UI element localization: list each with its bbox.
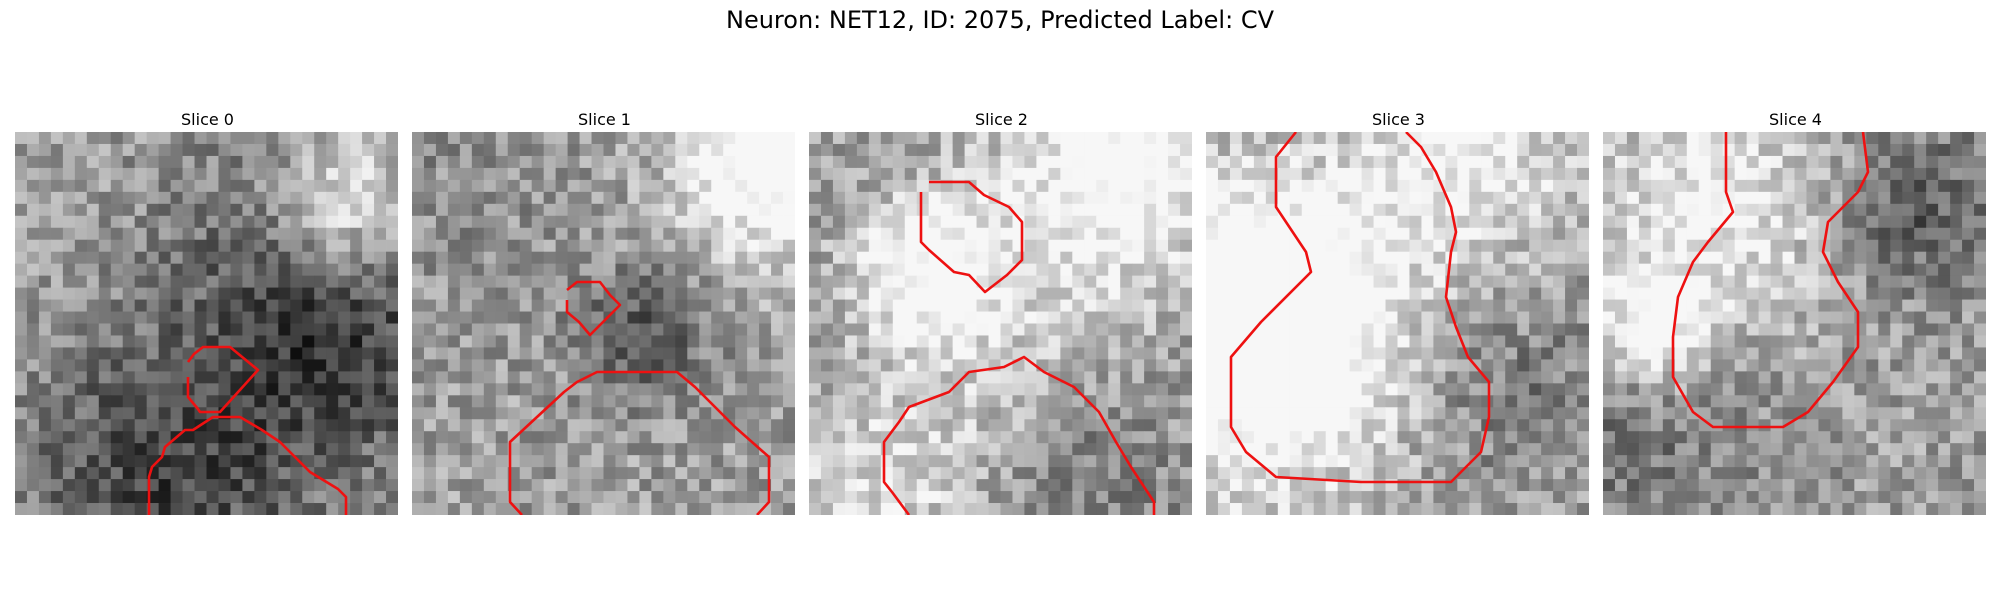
slice-title: Slice 0	[181, 110, 234, 129]
segmentation-contour	[919, 180, 1024, 294]
slice-image	[15, 132, 398, 515]
figure-title: Neuron: NET12, ID: 2075, Predicted Label…	[726, 6, 1274, 34]
slice-panel-3: Slice 3	[1206, 108, 1591, 515]
slice-title: Slice 1	[578, 110, 631, 129]
slice-panel-1: Slice 1	[412, 108, 797, 515]
pixel-grid	[1603, 132, 1986, 515]
slice-panel-4: Slice 4	[1603, 108, 1988, 515]
slice-panel-2: Slice 2	[809, 108, 1194, 515]
slice-panel-0: Slice 0	[15, 108, 400, 515]
slice-image	[1603, 132, 1986, 515]
segmentation-contour	[1229, 132, 1491, 484]
segmentation-contour	[186, 345, 260, 414]
slice-image	[809, 132, 1192, 515]
slice-image	[1206, 132, 1589, 515]
pixel-grid	[15, 132, 398, 515]
pixel-grid	[1206, 132, 1589, 515]
segmentation-contour	[565, 280, 622, 337]
segmentation-contour	[147, 415, 348, 515]
slice-title: Slice 4	[1769, 110, 1822, 129]
slice-title: Slice 2	[975, 110, 1028, 129]
pixel-grid	[412, 132, 795, 515]
segmentation-contour	[882, 355, 1156, 515]
pixel-grid	[809, 132, 1192, 515]
slice-title: Slice 3	[1372, 110, 1425, 129]
segmentation-contour	[1671, 132, 1870, 429]
slice-image	[412, 132, 795, 515]
segmentation-contour	[508, 370, 771, 515]
